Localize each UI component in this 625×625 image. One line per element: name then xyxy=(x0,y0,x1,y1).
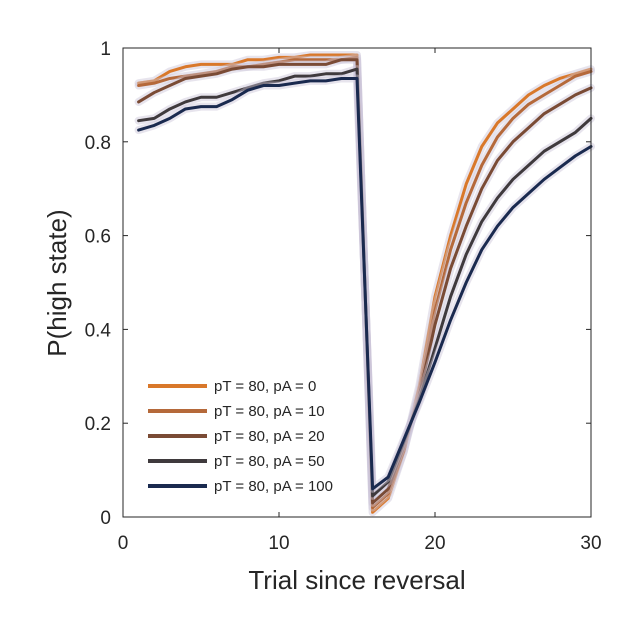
y-tick-label-4: 0.8 xyxy=(85,133,111,154)
legend-label-1: pT = 80, pA = 0 xyxy=(214,378,316,395)
y-tick-label-3: 0.6 xyxy=(85,227,111,248)
x-axis-title: Trial since reversal xyxy=(248,565,465,595)
y-tick-label-2: 0.4 xyxy=(85,320,112,341)
series-line-5 xyxy=(137,76,593,491)
x-tick-label-0: 0 xyxy=(118,533,129,554)
x-tick-label-1: 10 xyxy=(268,533,289,554)
legend-label-2: pT = 80, pA = 10 xyxy=(214,403,325,420)
tick-layer: 0 10 20 30 0 0.2 0.4 0.6 0.8 1 xyxy=(85,39,602,554)
legend: pT = 80, pA = 0 pT = 80, pA = 10 pT = 80, … xyxy=(148,378,333,495)
legend-label-3: pT = 80, pA = 20 xyxy=(214,428,325,445)
y-tick-label-5: 1 xyxy=(100,39,111,60)
x-tick-label-3: 30 xyxy=(580,533,601,554)
series-layer xyxy=(134,51,595,517)
y-tick-label-1: 0.2 xyxy=(85,414,111,435)
y-tick-label-0: 0 xyxy=(100,508,111,529)
y-axis-title: P(high state) xyxy=(42,209,72,356)
x-tick-label-2: 20 xyxy=(424,533,445,554)
legend-label-5: pT = 80, pA = 100 xyxy=(214,478,333,495)
plot-frame xyxy=(122,47,592,518)
legend-label-4: pT = 80, pA = 50 xyxy=(214,453,325,470)
